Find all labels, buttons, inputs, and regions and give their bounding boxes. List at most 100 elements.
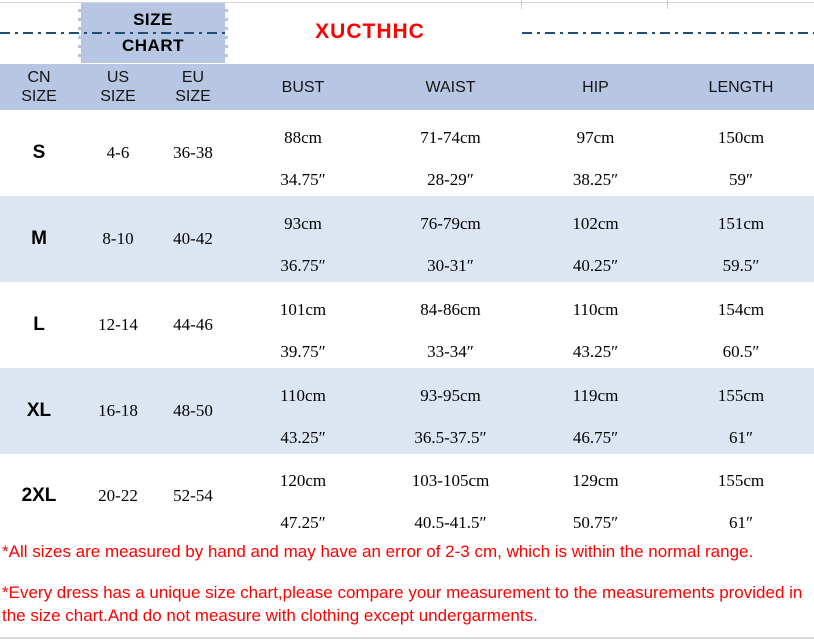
us-size-value: 8-10 [102,229,134,248]
grid-stub [667,0,668,9]
us-size-value: 20-22 [98,486,138,505]
waist-cm-value: 103-105cm [411,471,490,490]
note-unique-size-chart: *Every dress has a unique size chart,ple… [2,583,803,625]
eu-size-value: 44-46 [173,315,213,334]
hip-cm-value: 97cm [576,128,615,147]
bust-cell: 120cm 47.25″ [228,454,378,538]
bust-inch-value: 36.75″ [280,256,326,275]
header-cn-size: CN SIZE [0,64,78,110]
hip-inch-value: 50.75″ [572,513,619,532]
cn-size-value: 2XL [21,485,57,506]
hip-cm-value: 110cm [572,300,619,319]
header-hip: HIP [582,78,609,96]
hip-cm-value: 102cm [572,214,619,233]
top-hairline [0,2,814,3]
us-size-value: 4-6 [106,143,130,162]
waist-inch-value: 28-29″ [427,170,474,189]
table-row: 2XL 20-22 52-54 120cm 47.25″ 103-105cm 40.5-41… [0,454,814,538]
header-line: SIZE [21,88,57,105]
length-inch-value: 59.5″ [722,256,760,275]
waist-cm-value: 76-79cm [420,214,481,233]
header-waist: WAIST [425,78,476,96]
dash-dot-rule-right [522,32,814,34]
hip-inch-value: 43.25″ [572,342,619,361]
length-cm-value: 154cm [717,300,765,319]
bust-inch-value: 43.25″ [280,428,326,447]
cn-size-value: M [31,228,47,249]
waist-inch-value: 33-34″ [427,342,474,361]
waist-cell: 93-95cm 36.5-37.5″ [378,368,523,454]
length-cell: 155cm 61″ [668,368,814,454]
hip-cell: 97cm 38.25″ [523,110,668,196]
eu-size-value: 52-54 [173,486,213,505]
bust-cell: 88cm 34.75″ [228,110,378,196]
waist-cm-value: 71-74cm [420,128,481,147]
dash-dot-rule-left [0,32,228,34]
bust-cell: 101cm 39.75″ [228,282,378,368]
bust-cell: 110cm 43.25″ [228,368,378,454]
waist-cell: 71-74cm 28-29″ [378,110,523,196]
hip-inch-value: 40.25″ [572,256,619,275]
title-line-1: SIZE [133,9,173,29]
header-bust: BUST [281,78,325,96]
waist-cm-value: 93-95cm [420,386,481,405]
bust-inch-value: 39.75″ [280,342,326,361]
note-measurement-error: *All sizes are measured by hand and may … [2,542,754,561]
bust-cm-value: 110cm [280,386,326,405]
length-inch-value: 61″ [728,428,754,447]
hip-cm-value: 129cm [572,471,619,490]
bust-inch-value: 34.75″ [280,170,326,189]
cn-size-value: L [33,314,45,335]
header-line: EU [181,69,205,86]
hip-cell: 129cm 50.75″ [523,454,668,538]
title-line-2: CHART [122,36,184,56]
table-row: XL 16-18 48-50 110cm 43.25″ 93-95cm 36.5-37.5″… [0,368,814,454]
waist-inch-value: 40.5-41.5″ [414,513,487,532]
table-row: L 12-14 44-46 101cm 39.75″ 84-86cm 33-34″ 110cm… [0,282,814,368]
length-cm-value: 151cm [717,214,765,233]
header-line: US [106,69,130,86]
cn-size-value: XL [26,400,52,421]
header-eu-size: EU SIZE [158,64,228,110]
table-row: S 4-6 36-38 88cm 34.75″ 71-74cm 28-29″ 97cm 38.2… [0,110,814,196]
header-line: SIZE [175,88,211,105]
length-inch-value: 61″ [728,513,754,532]
length-cm-value: 155cm [717,386,765,405]
bust-cm-value: 88cm [284,128,322,147]
length-cell: 151cm 59.5″ [668,196,814,282]
waist-cell: 84-86cm 33-34″ [378,282,523,368]
length-cm-value: 150cm [717,128,765,147]
header-length: LENGTH [708,78,774,96]
hip-cell: 102cm 40.25″ [523,196,668,282]
bust-cell: 93cm 36.75″ [228,196,378,282]
bust-cm-value: 93cm [284,214,322,233]
grid-stub [521,0,522,9]
hip-cell: 119cm 46.75″ [523,368,668,454]
table-body: S 4-6 36-38 88cm 34.75″ 71-74cm 28-29″ 97cm 38.2… [0,110,814,538]
header-line: CN [27,69,51,86]
length-inch-value: 59″ [728,170,754,189]
length-inch-value: 60.5″ [722,342,760,361]
header-us-size: US SIZE [78,64,158,110]
eu-size-value: 40-42 [173,229,213,248]
cn-size-value: S [32,142,46,163]
bottom-hairline [0,637,814,639]
eu-size-value: 48-50 [173,401,213,420]
hip-inch-value: 46.75″ [572,428,619,447]
brand-name: XUCTHHC [315,20,425,43]
length-cell: 155cm 61″ [668,454,814,538]
table-header-row: CN SIZE US SIZE EU SIZE BUST WAIST HIP L… [0,64,814,110]
waist-inch-value: 36.5-37.5″ [414,428,487,447]
waist-inch-value: 30-31″ [427,256,474,275]
waist-cell: 103-105cm 40.5-41.5″ [378,454,523,538]
hip-cm-value: 119cm [572,386,619,405]
eu-size-value: 36-38 [173,143,213,162]
bust-cm-value: 120cm [279,471,327,490]
header-line: SIZE [100,88,136,105]
waist-cell: 76-79cm 30-31″ [378,196,523,282]
us-size-value: 16-18 [98,401,138,420]
bust-cm-value: 101cm [279,300,327,319]
us-size-value: 12-14 [98,315,138,334]
waist-cm-value: 84-86cm [420,300,481,319]
